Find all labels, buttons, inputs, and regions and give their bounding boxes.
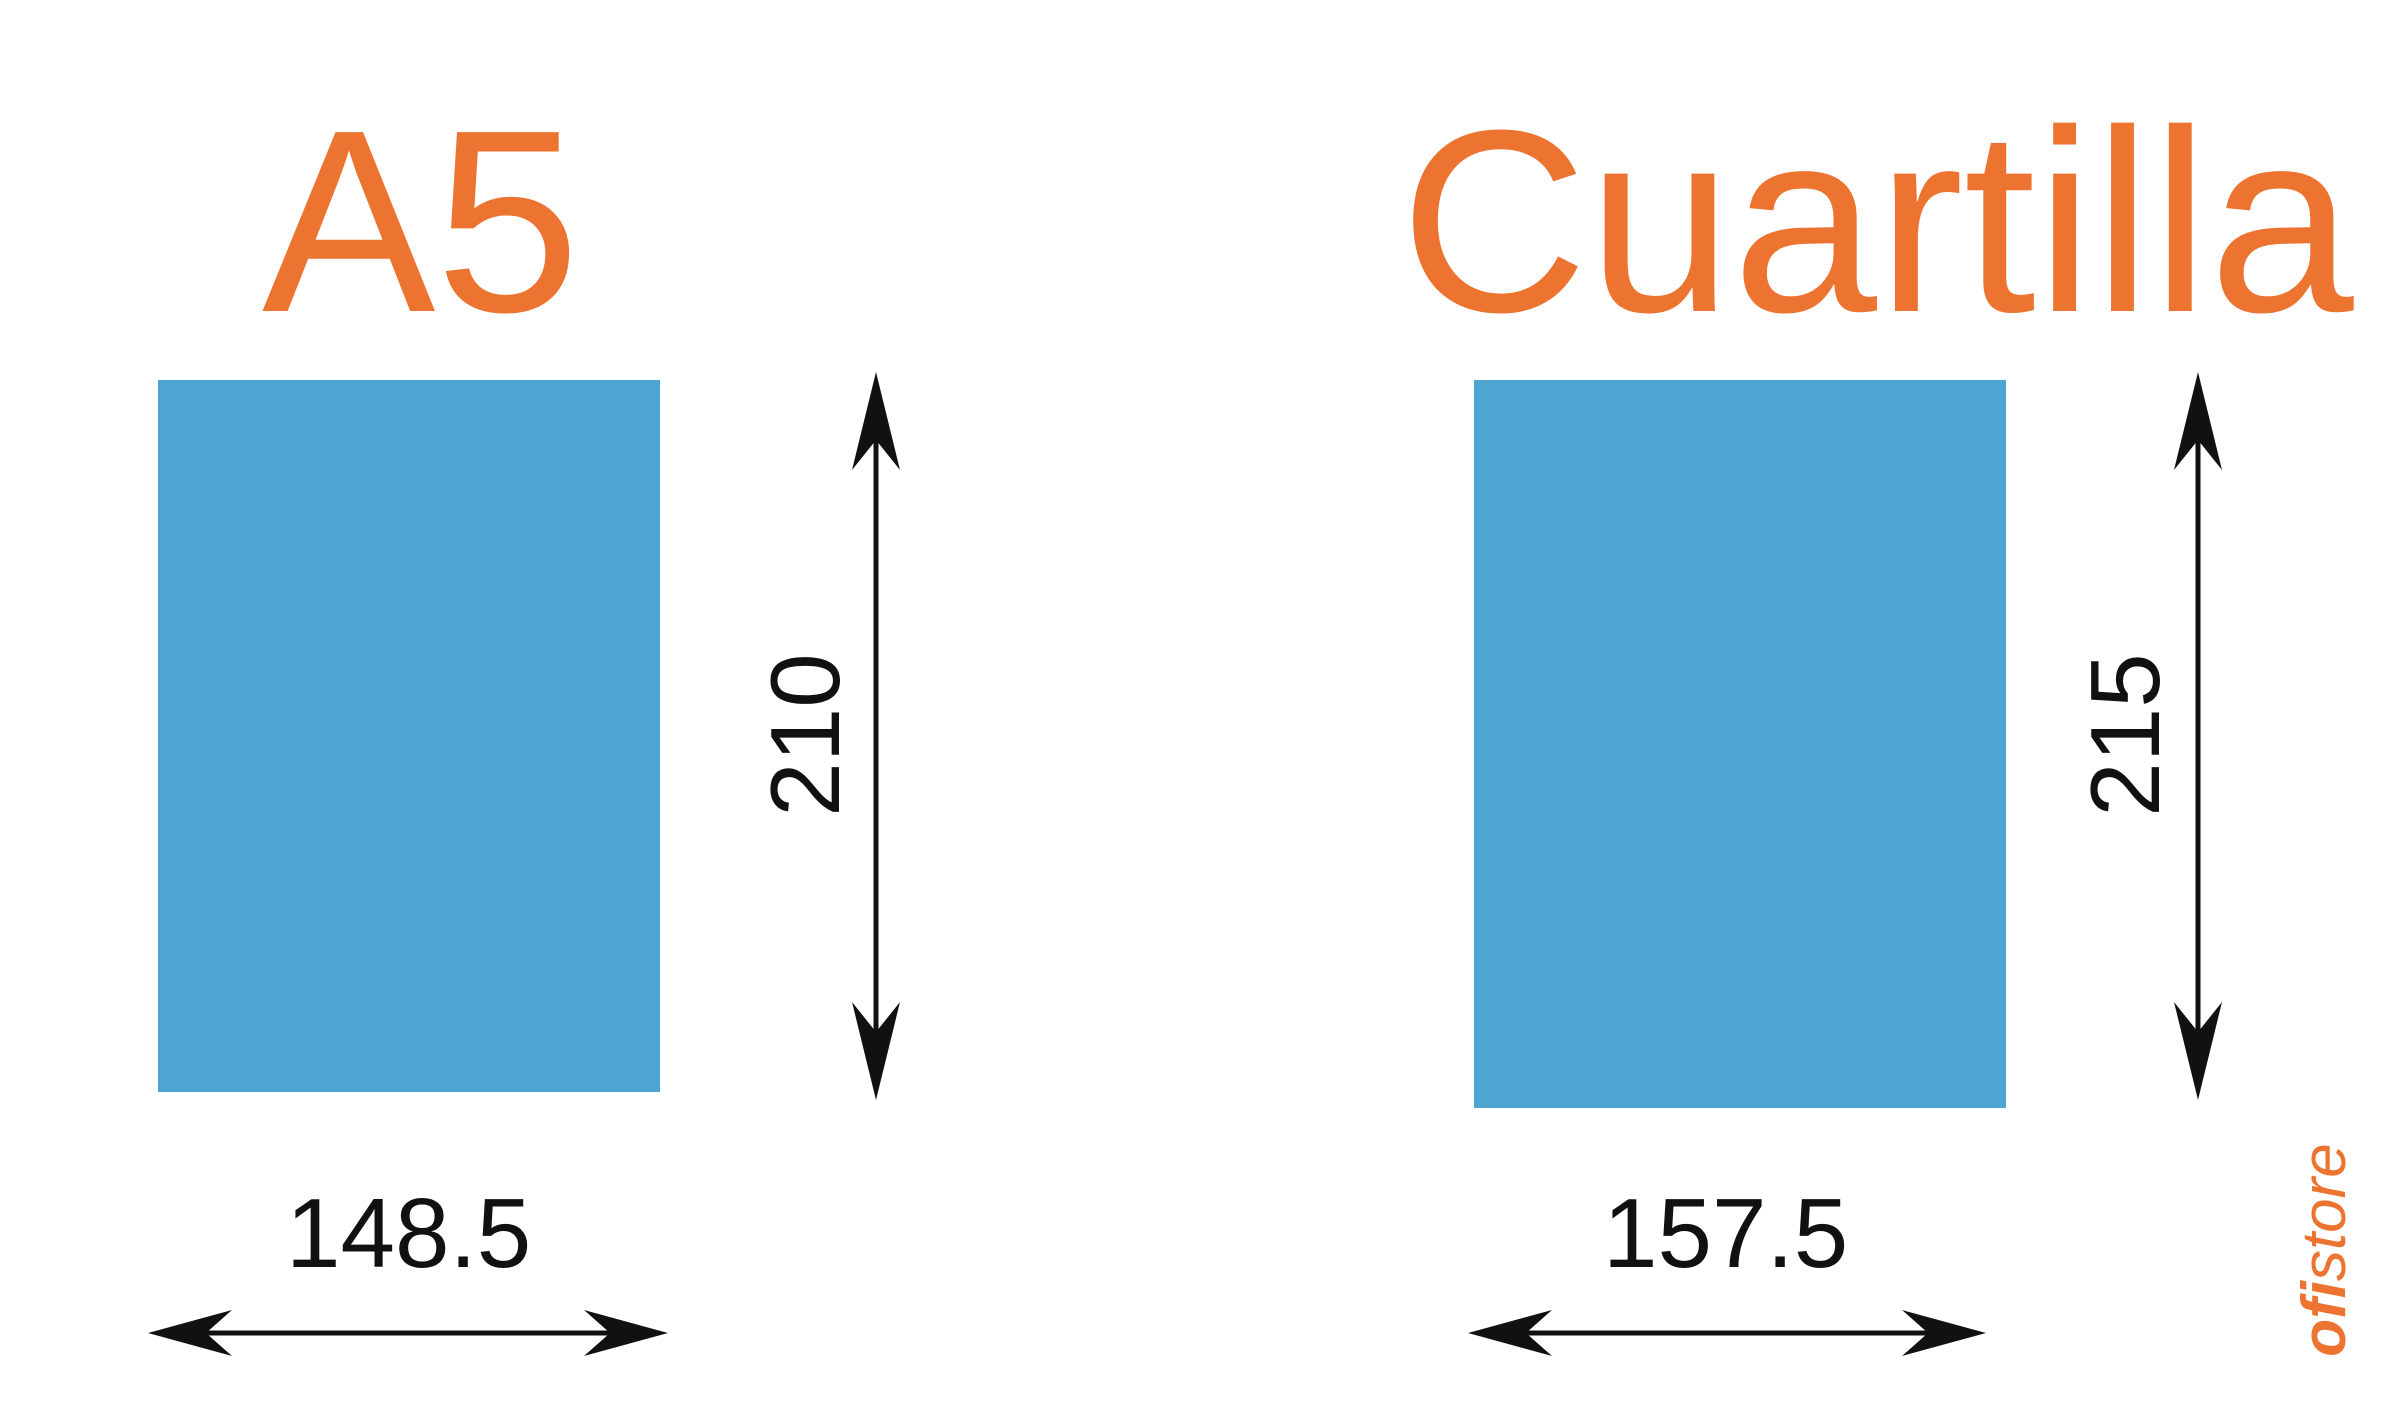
a5-title: A5	[262, 77, 581, 367]
a5-height-arrow	[852, 372, 900, 1100]
cuartilla-width-label: 157.5	[1603, 1178, 1849, 1288]
cuartilla-sheet	[1474, 380, 2006, 1108]
cuartilla-height-arrow	[2174, 372, 2222, 1100]
a5-sheet	[158, 380, 660, 1092]
a5-width-label: 148.5	[286, 1178, 532, 1288]
watermark-part1: ofi	[2290, 1281, 2359, 1357]
watermark-part2: store	[2290, 1143, 2359, 1282]
a5-width-arrow	[148, 1310, 668, 1356]
cuartilla-height-label: 215	[2070, 653, 2180, 817]
ofistore-watermark: ofistore	[2290, 1143, 2359, 1357]
cuartilla-title: Cuartilla	[1400, 77, 2354, 367]
a5-height-label: 210	[750, 653, 860, 817]
cuartilla-width-arrow	[1468, 1310, 1986, 1356]
